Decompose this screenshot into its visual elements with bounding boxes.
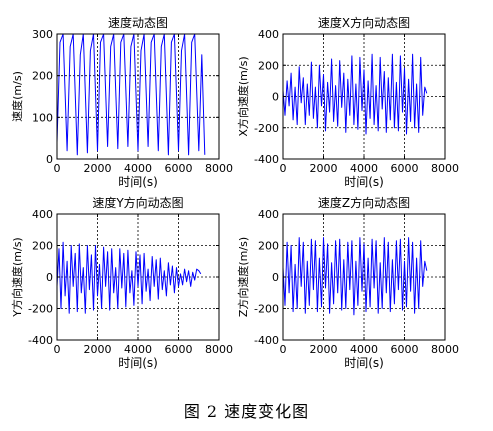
chart-title: 速度Z方向动态图 [318, 195, 410, 210]
y-tick-label: 0 [46, 153, 53, 166]
x-tick-label: 6000 [165, 162, 193, 175]
x-axis-label: 时间(s) [344, 175, 384, 189]
series-line-1 [56, 241, 202, 314]
y-tick-label: 200 [258, 59, 279, 72]
x-tick-label: 2000 [84, 343, 112, 356]
chart-panel-4: 0 2000 4000 6000 8000 -400 -200 0 200 400 速度Z方向动态图… [236, 195, 459, 370]
x-tick-label: 6000 [391, 343, 419, 356]
y-tick-label: -200 [28, 303, 53, 316]
x-tick-label: 4000 [124, 162, 152, 175]
y-tick-label: 100 [32, 111, 53, 124]
y-tick-label: -200 [254, 122, 279, 135]
chart-title: 速度动态图 [108, 15, 168, 30]
x-tick-label: 0 [54, 343, 61, 356]
series-line-1 [282, 237, 428, 316]
y-tick-label: -200 [254, 303, 279, 316]
charts-canvas: 0 2000 4000 6000 80000100200300速度动态图时间(s)速度(… [10, 15, 459, 370]
x-tick-label: 8000 [431, 343, 459, 356]
y-tick-label: 200 [258, 240, 279, 253]
y-tick-label: -400 [254, 334, 279, 347]
y-tick-label: 400 [258, 208, 279, 221]
y-tick-label: 200 [32, 70, 53, 83]
y-axis-label: 速度(m/s) [10, 71, 24, 122]
chart-panel-2: 0 2000 4000 6000 8000 -400 -200 0 200 400 速度X方向动态图… [236, 15, 459, 189]
y-tick-label: 400 [32, 208, 53, 221]
x-axis-label: 时间(s) [118, 175, 158, 189]
y-axis-label: Y方向速度(m/s) [10, 237, 24, 317]
y-tick-label: -400 [28, 334, 53, 347]
y-tick-label: -400 [254, 153, 279, 166]
x-axis-label: 时间(s) [344, 356, 384, 370]
x-tick-label: 6000 [165, 343, 193, 356]
x-tick-label: 4000 [350, 343, 378, 356]
chart-title: 速度X方向动态图 [318, 15, 410, 30]
y-axis-label: Z方向速度(m/s) [236, 237, 250, 317]
x-tick-label: 2000 [84, 162, 112, 175]
y-tick-label: 200 [32, 240, 53, 253]
y-tick-label: 400 [258, 28, 279, 41]
x-tick-label: 8000 [205, 343, 233, 356]
y-axis-label: X方向速度(m/s) [236, 56, 250, 136]
x-tick-label: 6000 [391, 162, 419, 175]
chart-panel-3: 0 2000 4000 6000 8000 -400 -200 0 200 400 速度Y方向动态图… [10, 195, 233, 370]
x-tick-label: 8000 [431, 162, 459, 175]
series-line-1 [282, 53, 428, 135]
series-line-1 [56, 33, 206, 156]
figure-caption: 图 2 速度变化图 [183, 402, 310, 421]
x-tick-label: 2000 [310, 343, 338, 356]
x-tick-label: 2000 [310, 162, 338, 175]
x-tick-label: 0 [280, 343, 287, 356]
y-tick-label: 300 [32, 28, 53, 41]
chart-title: 速度Y方向动态图 [92, 195, 183, 210]
x-tick-label: 0 [280, 162, 287, 175]
x-tick-label: 0 [54, 162, 61, 175]
x-tick-label: 4000 [124, 343, 152, 356]
x-tick-label: 4000 [350, 162, 378, 175]
y-tick-label: 0 [46, 271, 53, 284]
y-tick-label: 0 [272, 91, 279, 104]
x-tick-label: 8000 [205, 162, 233, 175]
y-tick-label: 0 [272, 271, 279, 284]
x-axis-label: 时间(s) [118, 356, 158, 370]
